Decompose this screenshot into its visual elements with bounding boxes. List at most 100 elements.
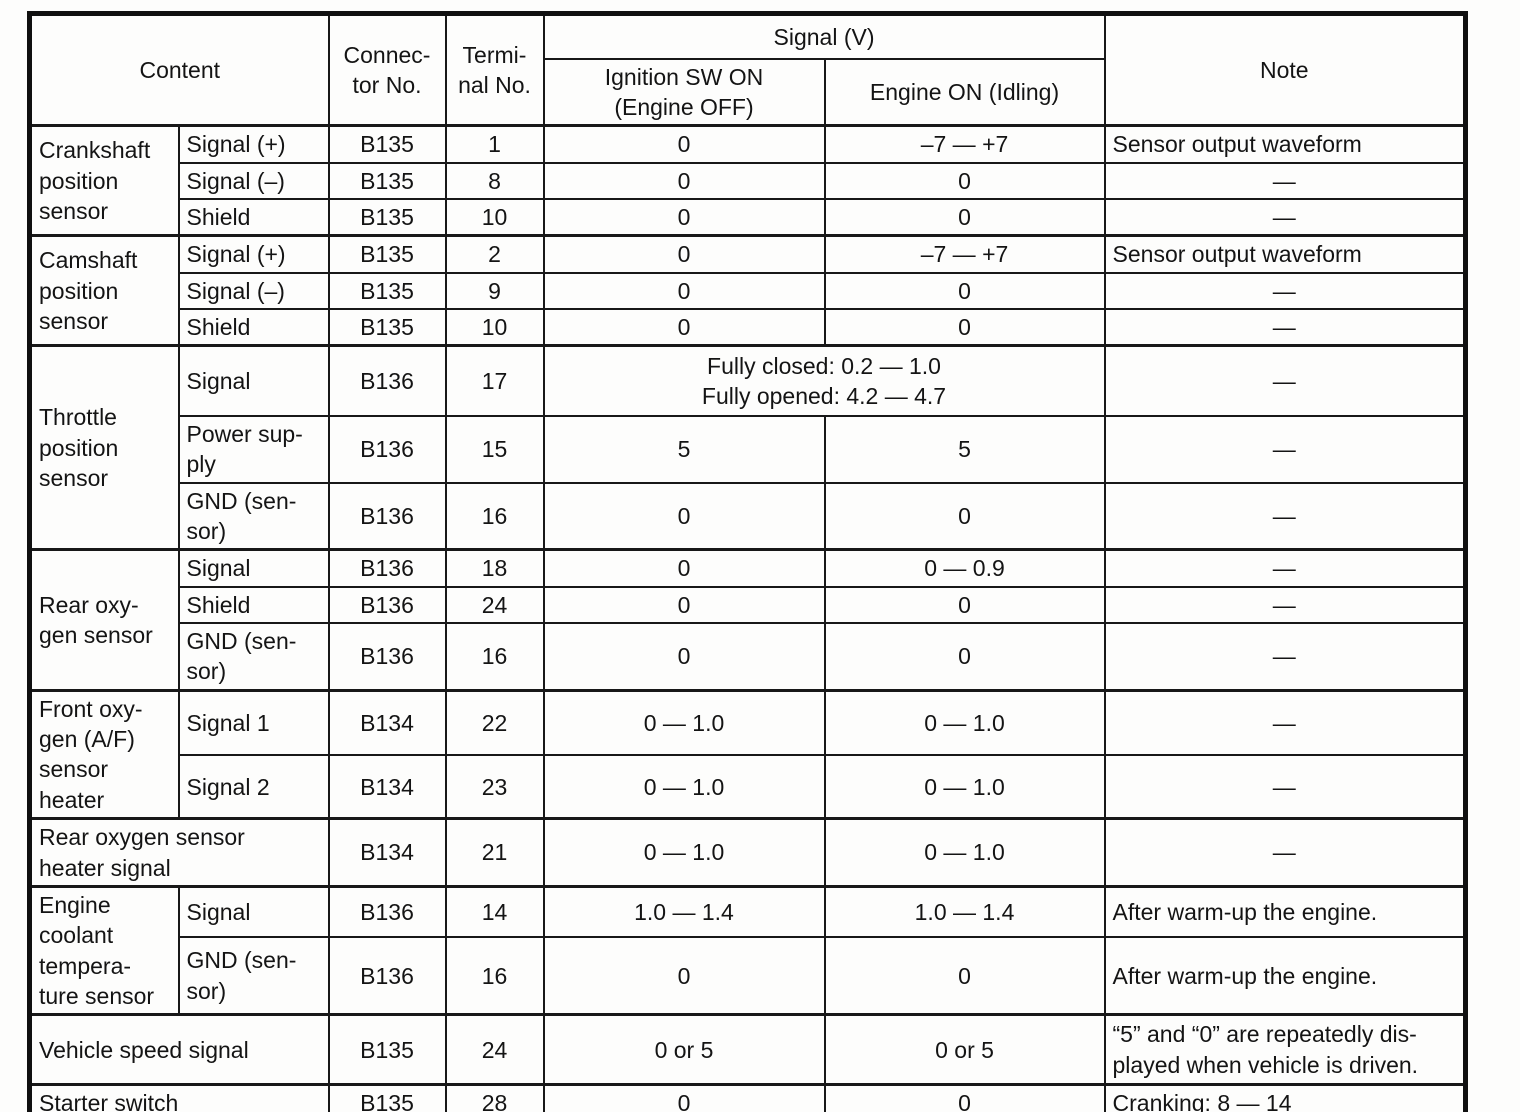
terminal-cell: 16 (444, 936, 545, 1016)
connector-cell: B135 (327, 1083, 447, 1112)
signal-item-cell: Signal (+) (177, 234, 330, 274)
note-cell: — (1103, 622, 1467, 692)
connector-cell: B136 (327, 884, 447, 939)
note-cell: — (1103, 548, 1467, 588)
ignition-value-cell: 0 (542, 548, 826, 588)
note-cell: — (1103, 271, 1467, 311)
connector-cell: B135 (327, 1013, 447, 1086)
terminal-cell: 24 (444, 1013, 545, 1086)
engine-value-cell: 0 or 5 (823, 1013, 1106, 1086)
table-row: Vehicle speed signal B135 24 0 or 5 0 or… (28, 1013, 1467, 1086)
engine-value-cell: 5 (823, 414, 1106, 484)
connector-cell: B135 (327, 197, 447, 237)
engine-value-cell: 1.0 — 1.4 (823, 884, 1106, 939)
engine-value-cell: 0 — 1.0 (823, 688, 1106, 757)
header-signal-v: Signal (V) (542, 12, 1106, 60)
ignition-value-cell: 0 (542, 936, 826, 1016)
engine-value-cell: 0 (823, 308, 1106, 347)
table-row: Shield B135 10 0 0 — (30, 197, 1467, 237)
connector-cell: B135 (327, 234, 447, 274)
ignition-value-cell: 0 (542, 585, 826, 625)
engine-value-cell: 0 (823, 271, 1106, 311)
terminal-cell: 23 (444, 754, 545, 820)
terminal-cell: 10 (444, 308, 545, 347)
engine-value-cell: 0 — 0.9 (823, 548, 1106, 588)
header-content: Content (28, 12, 330, 127)
engine-value-cell: 0 (823, 161, 1106, 200)
terminal-cell: 2 (444, 234, 545, 274)
connector-cell: B136 (327, 414, 447, 484)
signal-item-cell: Signal 2 (177, 754, 330, 820)
note-cell: Sensor output waveform (1103, 124, 1467, 164)
ignition-value-cell: 0 (542, 234, 826, 274)
note-cell: — (1103, 414, 1467, 484)
engine-value-cell: 0 (823, 936, 1106, 1016)
connector-cell: B135 (327, 124, 447, 164)
connector-cell: B135 (327, 308, 447, 347)
content-group-cell: Engine coolant tempera- ture sensor (28, 884, 180, 1016)
note-cell: Sensor output waveform (1103, 234, 1467, 274)
terminal-cell: 10 (444, 197, 545, 237)
connector-cell: B136 (327, 585, 447, 625)
table-row: Signal 2 B134 23 0 — 1.0 0 — 1.0 — (30, 754, 1467, 820)
signal-item-cell: Signal (177, 344, 330, 417)
signal-item-cell: Shield (177, 308, 330, 347)
terminal-cell: 21 (444, 817, 545, 888)
connector-cell: B136 (327, 548, 447, 588)
sensor-signal-spec-table: Content Connec- tor No. Termi- nal No. S… (27, 11, 1469, 1112)
terminal-cell: 16 (444, 481, 545, 551)
terminal-cell: 18 (444, 548, 545, 588)
ignition-value-cell: 0 (542, 622, 826, 692)
header-row-top: Content Connec- tor No. Termi- nal No. S… (28, 12, 1467, 127)
engine-value-cell: 0 (823, 1083, 1106, 1112)
engine-value-cell: 0 (823, 622, 1106, 692)
engine-value-cell: –7 — +7 (823, 234, 1106, 274)
connector-cell: B135 (327, 161, 447, 200)
content-full-cell: Starter switch (28, 1083, 330, 1112)
table-row: Power sup- ply B136 15 5 5 — (30, 414, 1467, 484)
signal-range-span-cell: Fully closed: 0.2 — 1.0 Fully opened: 4.… (542, 344, 1106, 417)
ignition-value-cell: 1.0 — 1.4 (542, 884, 826, 939)
terminal-cell: 15 (444, 414, 545, 484)
engine-value-cell: 0 — 1.0 (823, 817, 1106, 888)
ignition-value-cell: 0 (542, 161, 826, 200)
terminal-cell: 17 (444, 344, 545, 417)
connector-cell: B134 (327, 817, 447, 888)
table-row: Starter switch B135 28 0 0 Cranking: 8 —… (28, 1083, 1467, 1112)
signal-item-cell: Power sup- ply (177, 414, 330, 484)
note-cell: Cranking: 8 — 14 (1103, 1083, 1467, 1112)
table-row: Shield B136 24 0 0 — (30, 585, 1467, 625)
terminal-cell: 24 (444, 585, 545, 625)
signal-item-cell: GND (sen- sor) (177, 622, 330, 692)
note-cell: — (1103, 161, 1467, 200)
table-row: Camshaft position sensor Signal (+) B135… (28, 234, 1467, 347)
terminal-cell: 22 (444, 688, 545, 757)
note-cell: “5” and “0” are repeatedly dis- played w… (1103, 1013, 1467, 1086)
ignition-value-cell: 5 (542, 414, 826, 484)
table-row: GND (sen- sor) B136 16 0 0 After warm-up… (30, 936, 1467, 1016)
connector-cell: B135 (327, 271, 447, 311)
content-group-cell: Front oxy- gen (A/F) sensor heater (28, 688, 180, 820)
table-row: GND (sen- sor) B136 16 0 0 — (30, 481, 1467, 551)
signal-item-cell: Signal (177, 884, 330, 939)
note-cell: — (1103, 308, 1467, 347)
ignition-value-cell: 0 (542, 271, 826, 311)
signal-item-cell: Shield (177, 585, 330, 625)
ignition-value-cell: 0 (542, 308, 826, 347)
ignition-value-cell: 0 (542, 197, 826, 237)
content-group-cell: Crankshaft position sensor (28, 124, 180, 237)
ignition-value-cell: 0 — 1.0 (542, 817, 826, 888)
note-cell: — (1103, 481, 1467, 551)
content-group-cell: Rear oxy- gen sensor (28, 548, 180, 692)
signal-item-cell: Signal (177, 548, 330, 588)
table-row: Crankshaft position sensor Signal (+) B1… (28, 124, 1467, 237)
connector-cell: B134 (327, 754, 447, 820)
header-engine-on-idling: Engine ON (Idling) (823, 57, 1106, 128)
engine-value-cell: –7 — +7 (823, 124, 1106, 164)
header-note: Note (1103, 12, 1467, 127)
content-group-cell: Camshaft position sensor (28, 234, 180, 347)
engine-value-cell: 0 (823, 197, 1106, 237)
note-cell: After warm-up the engine. (1103, 936, 1467, 1016)
note-cell: — (1103, 585, 1467, 625)
table-row: Rear oxy- gen sensor Signal B136 18 0 0 … (28, 548, 1467, 692)
